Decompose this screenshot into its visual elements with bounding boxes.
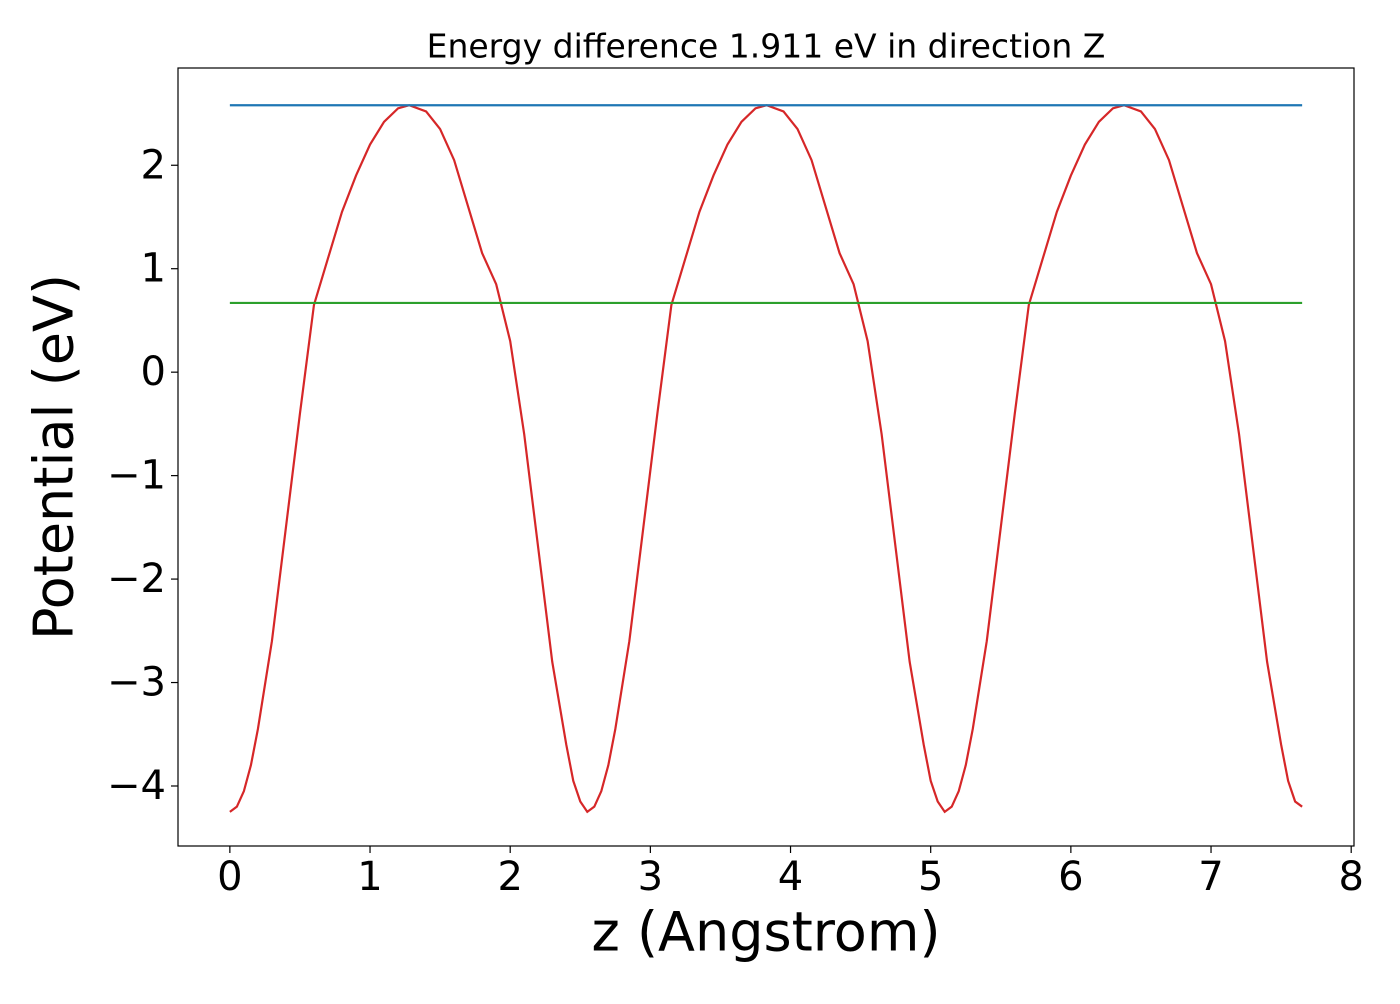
x-tick-label: 8 [1338,854,1363,900]
x-tick-label: 3 [638,854,663,900]
y-tick-label: −1 [107,453,166,499]
chart-title: Energy difference 1.911 eV in direction … [427,27,1106,66]
y-tick-label: 0 [141,349,166,395]
x-tick-label: 5 [918,854,943,900]
y-tick-label: 2 [141,142,166,188]
x-tick-label: 7 [1198,854,1223,900]
x-tick-label: 4 [778,854,803,900]
y-tick-label: 1 [141,246,166,292]
line [229,104,1303,814]
x-axis-label: z (Angstrom) [591,901,940,964]
x-tick-label: 0 [217,854,242,900]
x-tick-label: 6 [1058,854,1083,900]
plot-frame [177,67,1355,847]
y-axis-label: Potential (eV) [23,274,86,640]
x-tick-label: 1 [357,854,382,900]
y-tick-label: −2 [107,556,166,602]
x-tick-label: 2 [497,854,522,900]
y-tick-label: −4 [107,763,166,809]
y-tick-label: −3 [107,660,166,706]
